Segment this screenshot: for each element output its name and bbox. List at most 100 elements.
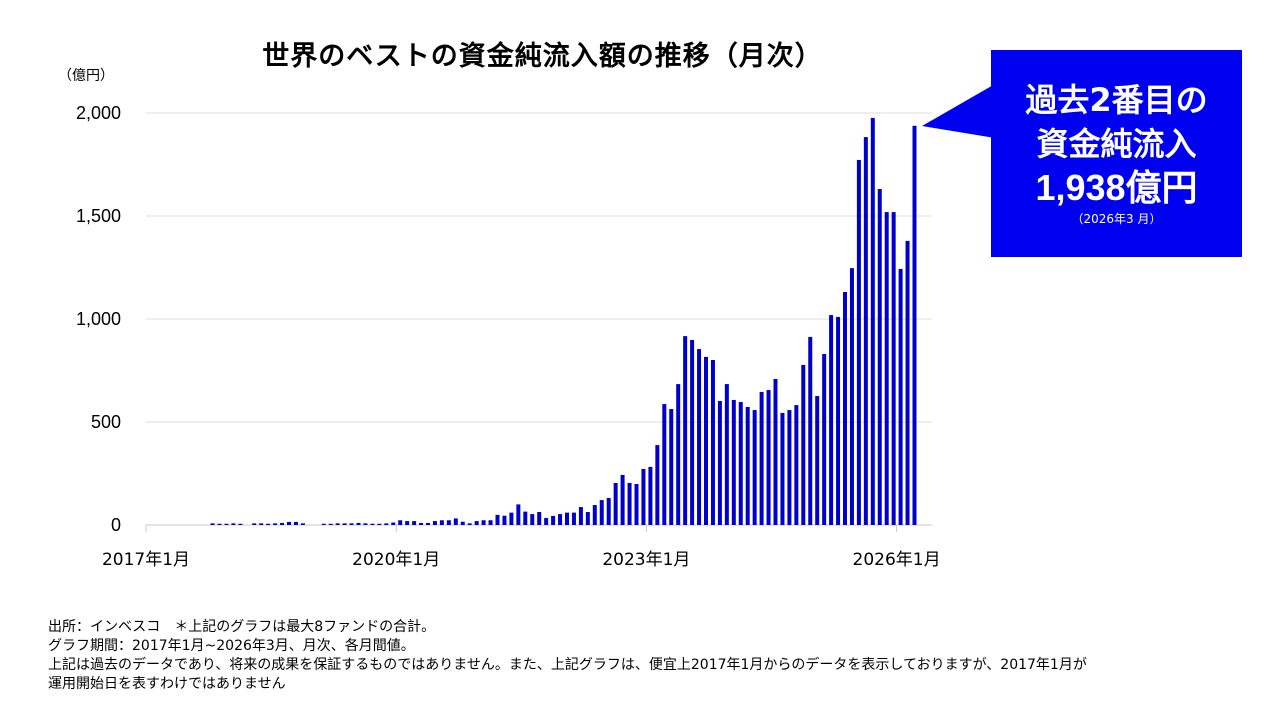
bar [669,409,674,525]
bar [266,523,271,525]
bar [731,399,736,525]
bar [210,523,215,525]
bar [460,521,465,525]
bar [836,316,841,525]
y-tick-label: 1,500 [76,206,121,226]
bar [815,396,820,525]
y-tick-label: 1,000 [76,309,121,329]
bar [426,522,430,525]
bar [829,315,834,525]
y-tick-label: 2,000 [76,103,121,123]
bar [801,364,806,525]
bar [599,500,604,525]
bar [481,520,486,525]
x-tick-label: 2023年1月 [602,550,690,570]
footnote-period: グラフ期間：2017年1月~2026年3月、月次、各月間値。 [48,638,415,654]
bar [745,406,750,525]
bar [905,240,910,525]
bar [898,268,903,525]
bar [328,523,333,525]
bar [523,511,528,525]
bar [321,523,326,525]
bar [384,523,389,525]
bar [752,410,757,525]
bar [488,520,493,525]
bar [252,523,257,525]
bar [704,356,708,525]
callout-value: 1,938億円 [1035,167,1198,208]
bar [710,359,715,525]
callout-date: （2026年3 月） [1071,212,1162,226]
bar [217,523,222,525]
bar [551,515,556,525]
bar [544,517,549,525]
bar [780,412,785,525]
bar [578,507,583,525]
bar [627,482,632,525]
bar [280,522,285,525]
bar [676,384,681,525]
bar [863,137,868,526]
bar [884,212,889,525]
bar [300,523,305,525]
y-tick-label: 500 [91,412,121,432]
bar [419,522,424,525]
bar [405,521,410,525]
bar [648,466,653,525]
y-tick-label: 0 [111,515,121,535]
bar [370,523,375,525]
bar [877,189,882,525]
bar [641,468,646,525]
bar [273,523,278,525]
bar [808,336,813,525]
y-axis-unit-label: （億円） [58,68,114,84]
bar [537,512,542,525]
footnote-source: 出所：インベスコ ＊上記のグラフは最大8ファンドの合計。 [48,619,436,635]
bar [592,505,597,525]
callout-line-2: 資金純流入 [1036,125,1197,163]
bar [509,512,514,525]
callout-pointer [922,84,995,138]
bar [773,378,778,525]
bar [849,268,854,525]
bar [377,523,382,525]
bar [606,498,611,525]
bar [467,523,472,525]
bar [231,523,236,525]
bar [412,521,417,525]
bar [655,445,660,525]
bar [891,212,896,525]
bar [724,384,729,525]
bar [794,405,799,525]
bar [356,522,361,525]
bar [238,523,243,525]
bar [870,117,875,525]
bar [287,521,291,525]
x-tick-label: 2020年1月 [352,550,440,570]
bar [912,125,917,525]
bar [398,520,403,525]
bar [717,400,722,525]
bar [571,512,576,525]
bar [342,523,347,525]
bar [690,340,695,525]
bar [738,402,743,525]
footnotes: 出所：インベスコ ＊上記のグラフは最大8ファンドの合計。 グラフ期間：2017年… [48,618,1087,694]
bar [697,349,702,525]
bar [843,292,847,525]
bar [662,404,667,525]
callout-box: 過去2番目の 資金純流入 1,938億円 （2026年3 月） [991,50,1242,257]
bar [391,522,396,525]
bar [439,520,444,525]
x-tick-label: 2017年1月 [102,550,190,570]
bar [565,512,569,525]
bar [335,523,340,525]
bar [259,523,264,525]
bar [766,390,771,525]
x-tick-label: 2026年1月 [853,550,941,570]
bar [558,514,563,525]
bar [585,512,590,525]
footnote-disclaimer: 上記は過去のデータであり、将来の成果を保証するものではありません。また、上記グラ… [48,657,1087,673]
